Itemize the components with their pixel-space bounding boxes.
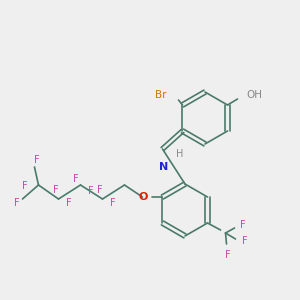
- Text: O: O: [139, 192, 148, 202]
- Text: F: F: [97, 185, 102, 195]
- Text: F: F: [66, 198, 71, 208]
- Text: F: F: [110, 198, 115, 208]
- Text: F: F: [73, 174, 78, 184]
- Text: Br: Br: [155, 90, 166, 100]
- Text: F: F: [34, 155, 39, 165]
- Text: H: H: [176, 149, 184, 159]
- Text: OH: OH: [247, 90, 262, 100]
- Text: F: F: [14, 198, 19, 208]
- Text: F: F: [242, 236, 247, 246]
- Text: F: F: [53, 185, 58, 195]
- Text: F: F: [22, 181, 27, 191]
- Text: F: F: [240, 220, 245, 230]
- Text: N: N: [159, 163, 168, 172]
- Text: F: F: [225, 250, 230, 260]
- Text: F: F: [88, 186, 93, 196]
